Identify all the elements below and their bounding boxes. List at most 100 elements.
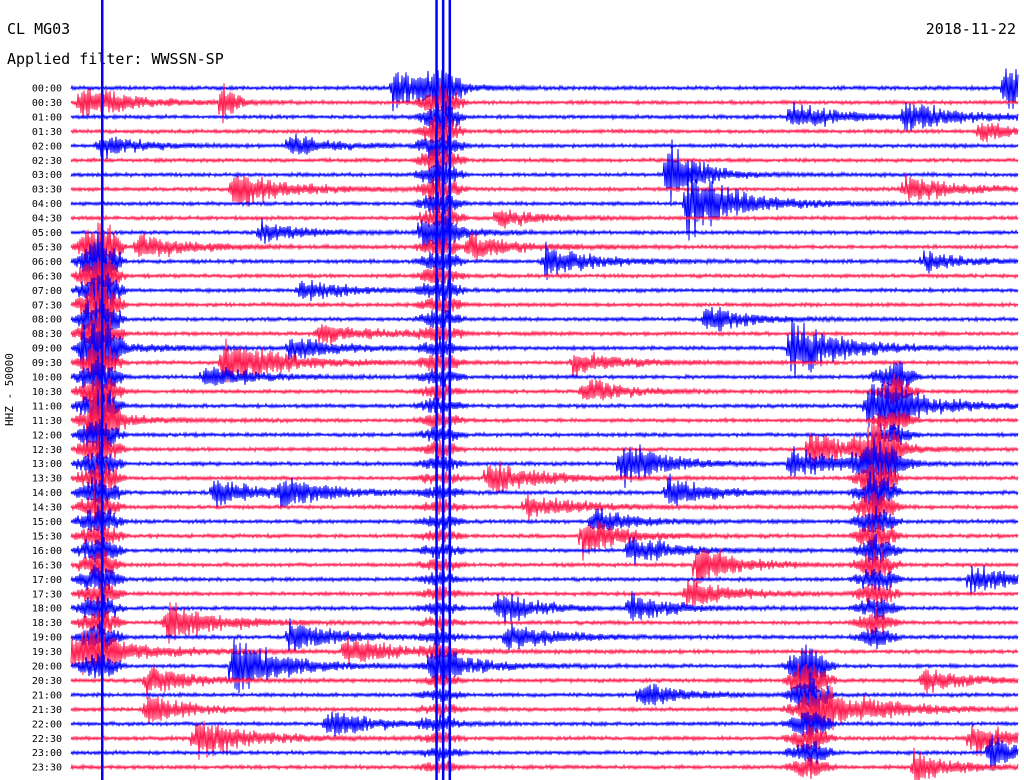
tick-label-0830: 08:30 — [32, 329, 62, 340]
trace-row-1930 — [70, 627, 1019, 676]
tick-label-0030: 00:30 — [32, 98, 62, 109]
trace-row-0130 — [70, 116, 1019, 145]
trace-row-2330 — [70, 747, 1019, 780]
tick-label-0130: 01:30 — [32, 127, 62, 138]
tick-label-0630: 06:30 — [32, 271, 62, 282]
trace-row-1400 — [70, 471, 1019, 513]
trace-row-0330 — [70, 173, 1019, 207]
trace-row-0230 — [70, 147, 1019, 177]
trace-group — [70, 0, 1019, 780]
tick-label-0100: 01:00 — [32, 112, 62, 123]
trace-row-1730 — [70, 578, 1019, 608]
tick-label-0600: 06:00 — [32, 257, 62, 268]
tick-label-0730: 07:30 — [32, 300, 62, 311]
tick-label-0500: 05:00 — [32, 228, 62, 239]
trace-row-2300 — [70, 734, 1019, 771]
tick-label-0530: 05:30 — [32, 242, 62, 253]
tick-label-2130: 21:30 — [32, 705, 62, 716]
tick-label-0300: 03:00 — [32, 170, 62, 181]
tick-label-1600: 16:00 — [32, 546, 62, 557]
trace-row-0600 — [70, 231, 1019, 285]
trace-row-2200 — [70, 711, 1019, 738]
tick-label-1830: 18:30 — [32, 618, 62, 629]
trace-row-1130 — [70, 393, 1019, 443]
tick-label-0400: 04:00 — [32, 199, 62, 210]
tick-label-0700: 07:00 — [32, 286, 62, 297]
tick-label-1130: 11:30 — [32, 416, 62, 427]
tick-label-1200: 12:00 — [32, 430, 62, 441]
trace-row-0400 — [70, 170, 1019, 241]
trace-row-0900 — [70, 318, 1019, 380]
trace-row-1800 — [70, 591, 1019, 625]
trace-row-1300 — [70, 437, 1019, 489]
tick-label-0900: 09:00 — [32, 344, 62, 355]
trace-row-0000 — [70, 68, 1019, 112]
trace-row-0300 — [70, 139, 1019, 203]
trace-row-1430 — [70, 490, 1019, 527]
tick-label-1430: 14:30 — [32, 503, 62, 514]
tick-label-2200: 22:00 — [32, 719, 62, 730]
tick-label-1300: 13:00 — [32, 459, 62, 470]
tick-label-1100: 11:00 — [32, 401, 62, 412]
trace-row-1900 — [70, 618, 1019, 654]
tick-label-0330: 03:30 — [32, 185, 62, 196]
tick-label-1330: 13:30 — [32, 474, 62, 485]
tick-label-2230: 22:30 — [32, 734, 62, 745]
trace-row-0830 — [70, 312, 1019, 356]
trace-row-0030 — [70, 82, 1019, 124]
trace-row-0430 — [70, 205, 1019, 230]
tick-label-0930: 09:30 — [32, 358, 62, 369]
trace-row-1000 — [70, 355, 1019, 395]
trace-row-1230 — [70, 413, 1019, 477]
station-title: CL MG03 — [7, 20, 71, 38]
trace-row-1200 — [70, 418, 1019, 456]
trace-row-1700 — [70, 564, 1019, 594]
tick-label-1730: 17:30 — [32, 589, 62, 600]
trace-row-0700 — [70, 272, 1019, 317]
tick-label-1700: 17:00 — [32, 575, 62, 586]
trace-row-0200 — [70, 131, 1019, 159]
tick-label-1030: 10:30 — [32, 387, 62, 398]
trace-row-0500 — [70, 212, 1019, 251]
trace-row-2230 — [70, 720, 1019, 760]
trace-row-1630 — [70, 548, 1019, 588]
filter-label: Applied filter: WWSSN-SP — [7, 50, 224, 68]
trace-row-1500 — [70, 504, 1019, 535]
trace-row-0630 — [70, 250, 1019, 296]
tick-label-1230: 12:30 — [32, 445, 62, 456]
tick-label-1400: 14:00 — [32, 488, 62, 499]
tick-label-1800: 18:00 — [32, 604, 62, 615]
trace-row-1530 — [70, 520, 1019, 561]
trace-row-1830 — [70, 602, 1019, 644]
tick-label-1930: 19:30 — [32, 647, 62, 658]
tick-label-0200: 02:00 — [32, 141, 62, 152]
tick-label-2000: 20:00 — [32, 662, 62, 673]
trace-row-1030 — [70, 373, 1019, 413]
trace-row-2000 — [70, 638, 1019, 694]
trace-row-0530 — [70, 222, 1019, 274]
tick-label-1530: 15:30 — [32, 531, 62, 542]
tick-label-2330: 23:30 — [32, 763, 62, 774]
tick-label-0230: 02:30 — [32, 156, 62, 167]
trace-row-0730 — [70, 279, 1019, 330]
tick-label-1900: 19:00 — [32, 633, 62, 644]
trace-row-2030 — [70, 663, 1019, 701]
date-label: 2018-11-22 — [925, 20, 1016, 38]
tick-label-1000: 10:00 — [32, 373, 62, 384]
tick-label-2300: 23:00 — [32, 748, 62, 759]
tick-label-0800: 08:00 — [32, 315, 62, 326]
trace-row-0800 — [70, 297, 1019, 336]
time-tick-labels: 00:00 00:30 01:00 01:30 02:00 02:30 03:00 03:30… — [32, 84, 62, 774]
trace-row-0100 — [70, 101, 1019, 137]
trace-row-1100 — [70, 383, 1019, 432]
trace-row-1330 — [70, 460, 1019, 499]
tick-label-2100: 21:00 — [32, 690, 62, 701]
trace-row-1600 — [70, 533, 1019, 566]
tick-label-1500: 15:00 — [32, 517, 62, 528]
tick-label-0430: 04:30 — [32, 214, 62, 225]
trace-row-2130 — [70, 684, 1019, 742]
trace-row-2100 — [70, 672, 1019, 717]
tick-label-1630: 16:30 — [32, 560, 62, 571]
tick-label-0000: 00:00 — [32, 84, 62, 95]
